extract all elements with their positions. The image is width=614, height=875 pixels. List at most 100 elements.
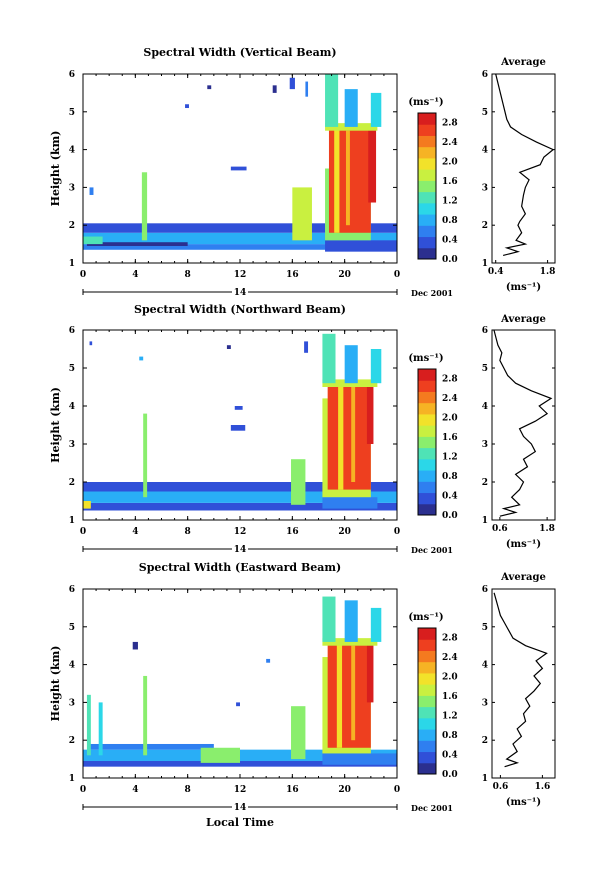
y-tick-label: 4 (69, 661, 75, 671)
colorbar-swatch (418, 236, 436, 249)
heatmap-cell (139, 356, 144, 361)
x-tick-label: 20 (338, 785, 351, 795)
average-y-tick-label: 1 (482, 774, 488, 784)
heatmap-cells (83, 596, 397, 767)
date-suffix: Dec 2001 (411, 803, 453, 813)
colorbar-title: (ms⁻¹) (408, 97, 443, 108)
colorbar-swatch (418, 124, 436, 136)
date-label-bg (232, 544, 248, 554)
x-tick-label: 0 (394, 785, 400, 795)
average-y-tick-label: 5 (482, 623, 488, 633)
heatmap-cell (292, 187, 312, 241)
heatmap-cells (83, 74, 397, 252)
colorbar-tick-label: 2.4 (442, 138, 458, 148)
colorbar-tick-label: 2.8 (442, 634, 458, 644)
heatmap-cell (325, 240, 397, 252)
colorbar-swatch (418, 470, 436, 482)
heatmap-cell (200, 747, 240, 763)
average-y-tick-label: 3 (482, 698, 488, 708)
colorbar-swatch (418, 425, 436, 437)
heatmap-cell (291, 706, 306, 760)
heatmap-cell (325, 74, 339, 127)
heatmap-cell (143, 675, 148, 756)
x-tick-label: 12 (234, 785, 247, 795)
average-y-tick-label: 2 (482, 221, 488, 231)
colorbar-swatch (418, 402, 436, 415)
y-axis-label: Height (km) (49, 131, 62, 207)
heatmap-cell (89, 743, 214, 750)
heatmap-cell (336, 641, 343, 748)
colorbar-title: (ms⁻¹) (408, 353, 443, 364)
colorbar-swatch (418, 157, 436, 170)
y-tick-label: 4 (69, 402, 75, 412)
colorbar-swatch (418, 458, 436, 471)
chart-panel-2: Spectral Width (Northward Beam)0 4 8 12 16 20… (49, 303, 556, 555)
heatmap-cell (351, 387, 356, 482)
date-suffix: Dec 2001 (411, 545, 453, 555)
colorbar-swatch (418, 762, 436, 775)
colorbar-swatch (418, 503, 436, 516)
colorbar: (ms⁻¹) 0.0 0.4 0.8 1.2 1.6 2.0 2.4 2.8 (408, 97, 457, 265)
colorbar-swatch (418, 684, 436, 696)
colorbar-swatch (418, 628, 436, 640)
y-tick-label: 1 (69, 259, 75, 269)
heatmap-cell (226, 345, 231, 349)
heatmap-cell (304, 341, 309, 353)
average-y-tick-label: 5 (482, 364, 488, 374)
y-axis-label: Height (km) (49, 387, 62, 463)
heatmap-cell (83, 232, 397, 245)
colorbar-swatch (418, 740, 436, 753)
x-tick-label: 8 (185, 785, 191, 795)
average-y-tick-label: 5 (482, 108, 488, 118)
colorbar-swatch (418, 650, 436, 663)
average-y-tick-label: 6 (482, 326, 488, 336)
average-x-tick-label: 1.6 (535, 782, 551, 792)
y-axis-label: Height (km) (49, 646, 62, 722)
colorbar-tick-label: 0.4 (442, 751, 458, 761)
colorbar-tick-label: 0.8 (442, 216, 458, 226)
heatmap-cell (230, 425, 246, 431)
colorbar: (ms⁻¹) 0.0 0.4 0.8 1.2 1.6 2.0 2.4 2.8 (408, 353, 457, 521)
heatmap-cell (236, 702, 240, 707)
y-tick-label: 3 (69, 440, 75, 450)
heatmap-cells (83, 333, 397, 511)
heatmap-cell (338, 383, 344, 490)
chart-title: Spectral Width (Northward Beam) (134, 303, 346, 316)
colorbar-tick-label: 0.4 (442, 236, 458, 246)
colorbar-tick-label: 0.0 (442, 255, 458, 265)
heatmap-cell (83, 502, 397, 511)
y-tick-label: 3 (69, 698, 75, 708)
heatmap-cell (327, 383, 371, 490)
average-frame (491, 329, 556, 521)
x-tick-label: 4 (132, 270, 138, 280)
x-tick-label: 4 (132, 785, 138, 795)
y-tick-label: 6 (69, 70, 75, 80)
colorbar-tick-label: 1.2 (442, 197, 458, 207)
x-tick-label: 8 (185, 270, 191, 280)
average-y-tick-label: 4 (482, 661, 488, 671)
colorbar-swatch (418, 706, 436, 719)
colorbar-swatch (418, 369, 436, 381)
colorbar-tick-label: 1.6 (442, 177, 458, 187)
y-tick-label: 2 (69, 221, 75, 231)
average-x-tick-label: 0.6 (493, 782, 509, 792)
date-label-bg (232, 802, 248, 812)
colorbar: (ms⁻¹) 0.0 0.4 0.8 1.2 1.6 2.0 2.4 2.8 (408, 612, 457, 780)
colorbar-swatch (418, 436, 436, 449)
heatmap-cell (322, 333, 336, 384)
average-x-tick-label: 0.6 (492, 524, 508, 534)
heatmap-cell (305, 81, 309, 97)
colorbar-tick-label: 2.8 (442, 375, 458, 385)
colorbar-tick-label: 0.8 (442, 472, 458, 482)
heatmap-cell (344, 600, 358, 642)
x-tick-label: 0 (80, 785, 86, 795)
heatmap-cell (344, 345, 358, 384)
colorbar-swatch (418, 751, 436, 764)
y-tick-label: 6 (69, 585, 75, 595)
x-tick-label: 12 (234, 527, 247, 537)
heatmap-cell (83, 244, 348, 250)
heatmap-cell (234, 406, 243, 410)
colorbar-tick-label: 2.0 (442, 158, 458, 168)
colorbar-tick-label: 2.4 (442, 653, 458, 663)
date-label: 14 (234, 545, 247, 555)
